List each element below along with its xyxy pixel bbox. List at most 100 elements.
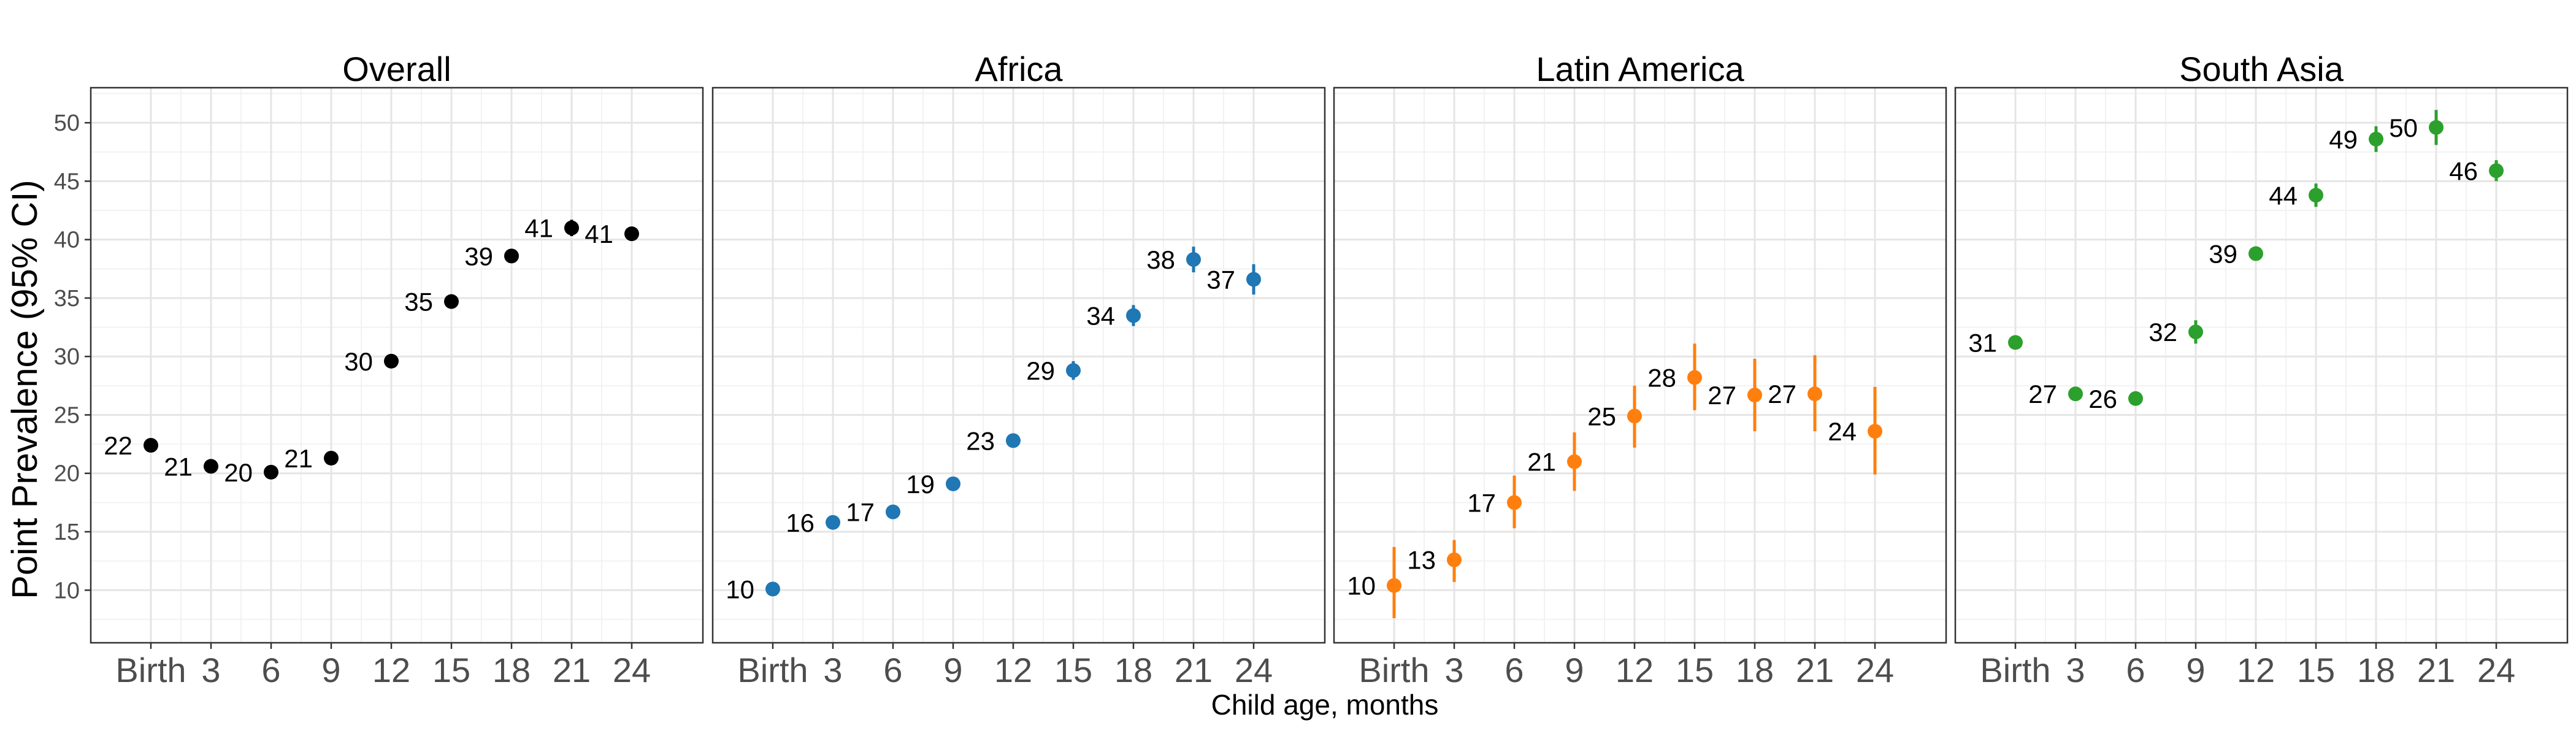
- data-point: [1447, 552, 1462, 567]
- panel-border: [1333, 86, 1947, 644]
- x-tick-label: 24: [2477, 651, 2515, 689]
- x-tick-label: 9: [2186, 651, 2205, 689]
- data-point: [2008, 335, 2023, 350]
- y-tick-label: 50: [54, 110, 80, 136]
- panel-border: [711, 86, 1326, 644]
- data-label: 13: [1407, 546, 1436, 575]
- x-tick-label: 12: [372, 651, 410, 689]
- y-axis-label: Point Prevalence (95% CI): [5, 180, 45, 599]
- panel-border: [1954, 86, 2569, 644]
- x-tick-label: 12: [1616, 651, 1654, 689]
- data-label: 16: [786, 508, 815, 537]
- x-axis-label: Child age, months: [1211, 689, 1439, 721]
- data-point: [2188, 324, 2203, 340]
- data-point: [1006, 433, 1021, 448]
- data-point: [1868, 424, 1882, 439]
- data-label: 38: [1146, 245, 1175, 274]
- data-point: [2489, 163, 2504, 178]
- x-tick-label: 15: [1054, 651, 1092, 689]
- data-label: 41: [585, 220, 613, 248]
- data-point: [1567, 454, 1582, 469]
- data-label: 10: [726, 575, 754, 604]
- panel-background: [713, 88, 1325, 643]
- y-tick-label: 45: [54, 169, 80, 194]
- data-label: 28: [1647, 364, 1676, 393]
- x-tick-label: 24: [1235, 651, 1273, 689]
- x-tick-label: Birth: [737, 651, 808, 689]
- data-label: 27: [2028, 380, 2057, 408]
- data-point: [1066, 363, 1081, 378]
- x-tick-label: 3: [823, 651, 842, 689]
- data-point: [264, 464, 278, 480]
- panel-title: Africa: [975, 50, 1063, 88]
- data-point: [765, 581, 780, 597]
- data-label: 30: [344, 347, 373, 376]
- x-tick-label: 21: [1175, 651, 1213, 689]
- data-point: [1747, 388, 1762, 403]
- panel-latin-america: Latin America Birth 3 6 9 12 15 18 21 24 10 13 17 21 2…: [1333, 50, 1947, 689]
- x-tick-label: 21: [553, 651, 591, 689]
- panel-africa: Africa Birth 3 6 9 12 15 18 21 24 10 16 17 19 23 29 34 38…: [711, 50, 1326, 689]
- x-tick-label: 9: [1565, 651, 1584, 689]
- y-tick-label: 10: [54, 578, 80, 604]
- data-point: [1186, 252, 1201, 267]
- x-tick-label: 3: [201, 651, 220, 689]
- x-tick-label: 18: [1736, 651, 1774, 689]
- data-label: 29: [1026, 356, 1055, 385]
- panel-overall: Overall 10 15 20 25 30 35 40 45 50 Birth 3 6 9 12 15 18 2…: [54, 50, 704, 689]
- data-point: [946, 476, 960, 491]
- data-point: [2429, 120, 2444, 135]
- x-tick-label: 15: [1676, 651, 1714, 689]
- panel-title: South Asia: [2179, 50, 2344, 88]
- data-label: 26: [2088, 385, 2117, 413]
- data-point: [2248, 246, 2263, 261]
- x-tick-label: 9: [321, 651, 340, 689]
- data-point: [2309, 188, 2323, 203]
- x-tick-label: 18: [2357, 651, 2395, 689]
- data-label: 34: [1086, 302, 1115, 331]
- data-label: 39: [464, 242, 493, 270]
- x-tick-label: 24: [613, 651, 651, 689]
- x-tick-label: 24: [1856, 651, 1894, 689]
- panels: Overall 10 15 20 25 30 35 40 45 50 Birth 3 6 9 12 15 18 2…: [54, 50, 2569, 689]
- data-point: [1126, 308, 1141, 323]
- x-tick-label: 6: [883, 651, 902, 689]
- x-tick-label: 6: [2126, 651, 2145, 689]
- x-tick-label: 21: [1796, 651, 1834, 689]
- y-tick-label: 20: [54, 461, 80, 487]
- data-point: [144, 438, 158, 453]
- x-tick-label: 18: [1114, 651, 1152, 689]
- data-label: 23: [966, 426, 995, 455]
- data-label: 44: [2269, 181, 2298, 210]
- panel-border: [90, 86, 704, 644]
- x-tick-label: 3: [1444, 651, 1463, 689]
- data-label: 27: [1708, 381, 1736, 410]
- data-label: 20: [224, 458, 253, 487]
- data-label: 21: [1527, 448, 1556, 477]
- data-point: [504, 248, 519, 264]
- data-point: [826, 515, 840, 530]
- y-tick-label: 30: [54, 344, 80, 370]
- x-tick-label: Birth: [1980, 651, 2050, 689]
- data-point: [1387, 578, 1401, 593]
- data-label: 35: [404, 288, 433, 316]
- data-point: [324, 450, 339, 466]
- data-label: 37: [1206, 265, 1235, 294]
- data-point: [444, 294, 459, 309]
- data-point: [624, 226, 639, 242]
- x-tick-label: 6: [1505, 651, 1524, 689]
- panel-background: [1955, 88, 2567, 643]
- x-tick-label: 3: [2066, 651, 2085, 689]
- panel-title: Latin America: [1536, 50, 1744, 88]
- y-tick-label: 40: [54, 228, 80, 253]
- y-tick-label: 35: [54, 286, 80, 312]
- data-label: 49: [2329, 125, 2358, 154]
- data-point: [1507, 495, 1522, 510]
- data-label: 27: [1768, 380, 1796, 408]
- data-label: 21: [284, 444, 313, 473]
- data-label: 31: [1968, 328, 1997, 357]
- y-tick-label: 25: [54, 402, 80, 428]
- data-point: [204, 459, 218, 474]
- x-tick-label: Birth: [1359, 651, 1429, 689]
- panel-south-asia: South Asia Birth 3 6 9 12 15 18 21 24 31 27 26 32 39 44…: [1954, 50, 2569, 689]
